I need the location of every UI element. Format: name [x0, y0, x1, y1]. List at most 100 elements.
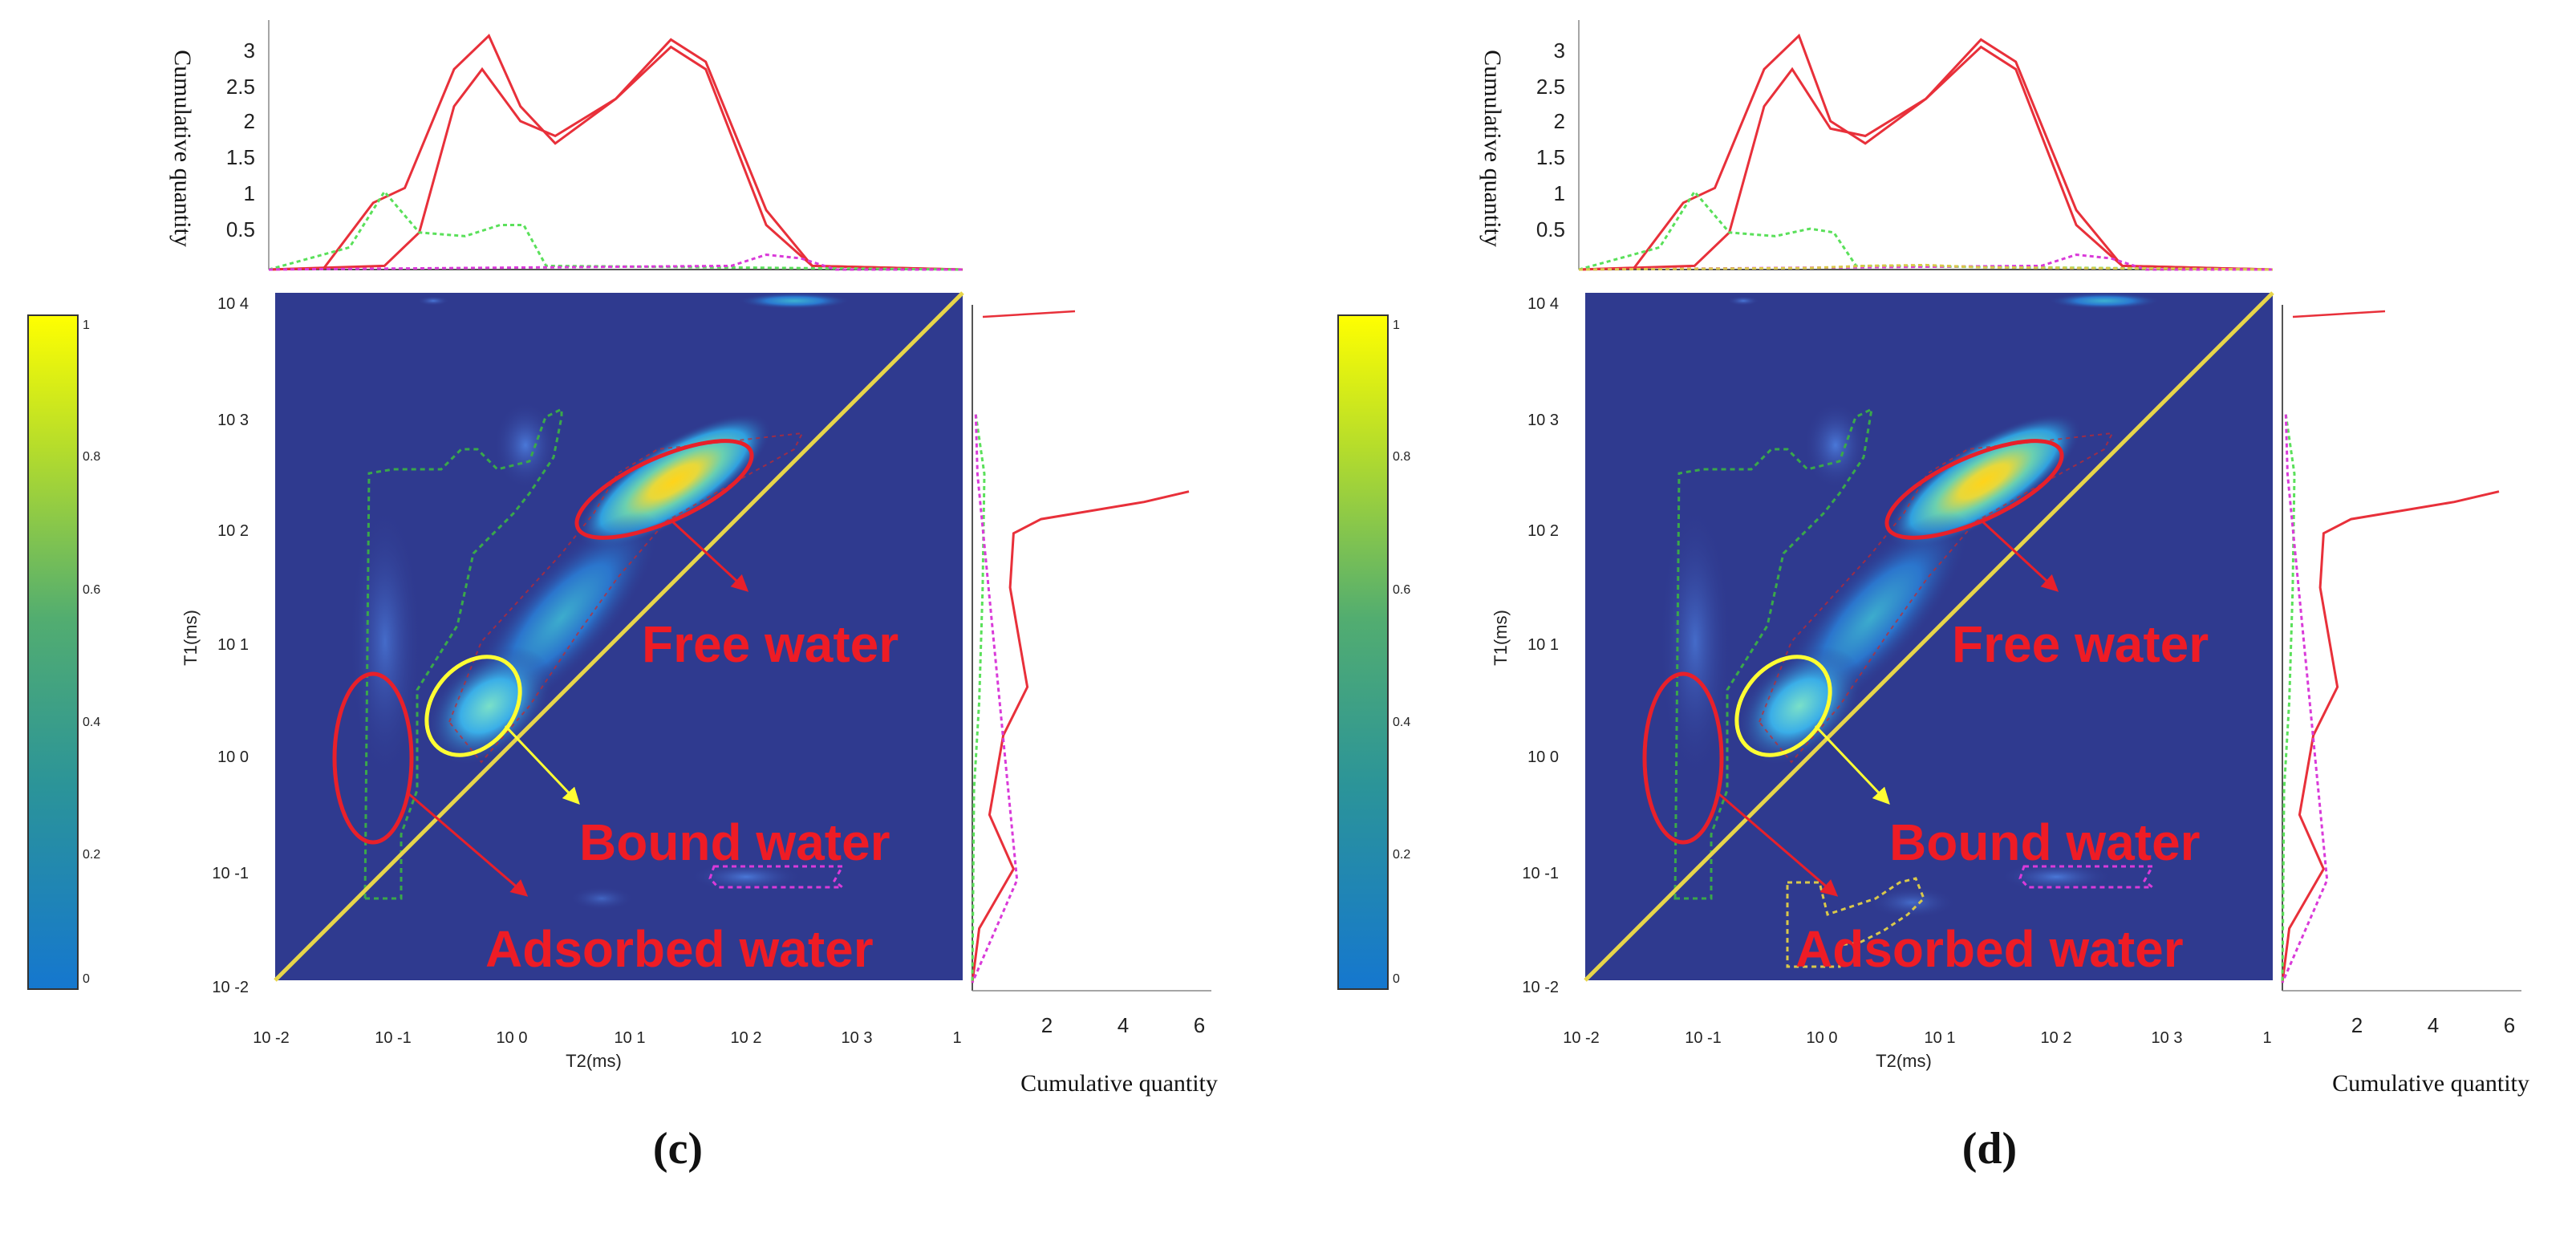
- top-y-tick: 3: [244, 39, 255, 63]
- x-axis-c: 10 -2 10 -1 10 0 10 1 10 2 10 3 1: [253, 1029, 961, 1047]
- top-y-tick: 1: [244, 181, 255, 205]
- top-y-tick: 2.5: [1536, 75, 1565, 99]
- y-tick: 10 -2: [212, 979, 249, 996]
- heatmap-c: Free water Bound water Adsorbed water: [274, 291, 964, 982]
- right-x-tick: 4: [2428, 1013, 2439, 1037]
- x-tick: 10 1: [1925, 1029, 1956, 1047]
- x-tick: 10 2: [2041, 1029, 2072, 1047]
- x-tick: 10 1: [615, 1029, 646, 1047]
- right-projection-series-green: [971, 414, 986, 984]
- top-projection-series-red: [268, 34, 963, 271]
- top-axis-label: Cumulative quantity: [169, 50, 196, 247]
- right-projection-series-green: [2281, 414, 2296, 984]
- colorbar-tick: 0.4: [83, 716, 100, 729]
- free-water-ellipse: [574, 439, 754, 540]
- bound-water-ellipse: [1734, 655, 1832, 757]
- y-axis-d: 10 4 10 3 10 2 10 1 10 0 10 -1 10 -2: [1522, 295, 1559, 996]
- x-tick: 1: [952, 1029, 961, 1047]
- top-y-tick: 1.5: [1536, 145, 1565, 169]
- y-tick: 10 1: [217, 636, 249, 654]
- y-tick: 10 -1: [212, 865, 249, 882]
- top-y-tick: 0.5: [1536, 217, 1565, 241]
- right-projection-series-magenta: [2281, 414, 2329, 984]
- magenta-dashed-region: [2018, 865, 2156, 889]
- bound-water-label: Bound water: [1889, 813, 2201, 871]
- y-tick: 10 -1: [1522, 865, 1559, 882]
- colorbar-tick: 0.8: [83, 450, 100, 464]
- heatmap-d: Free water Bound water Adsorbed water: [1584, 291, 2274, 982]
- top-y-tick: 1.5: [226, 145, 255, 169]
- right-x-tick: 2: [1041, 1013, 1053, 1037]
- right-x-tick: 2: [2351, 1013, 2363, 1037]
- top-y-tick: 2.5: [226, 75, 255, 99]
- bound-water-arrow: [1814, 724, 1890, 805]
- free-water-arrow: [671, 520, 749, 592]
- adsorbed-water-label: Adsorbed water: [1795, 920, 2184, 978]
- panel-caption-c: (c): [653, 1124, 703, 1174]
- y-tick: 10 3: [217, 412, 249, 429]
- adsorbed-water-ellipse: [1642, 671, 1724, 845]
- free-water-label: Free water: [642, 615, 899, 673]
- panel-d: 1 0.8 0.6 0.4 0.2 0 3 2.5 2 1.5 1 0.5 Cu…: [1337, 20, 2529, 1174]
- x-axis-label: T2(ms): [1876, 1051, 1932, 1071]
- bound-water-arrow: [504, 724, 580, 805]
- free-water-arrow: [1981, 520, 2059, 592]
- right-projection-c: 2 4 6 Cumulative quantity: [971, 305, 1218, 1097]
- y-tick: 10 2: [1527, 522, 1559, 540]
- colorbar-tick: 0.2: [83, 848, 100, 862]
- top-projection-c: 3 2.5 2 1.5 1 0.5 Cumulative quantity: [169, 20, 963, 271]
- x-tick: 10 0: [497, 1029, 528, 1047]
- y-tick: 10 0: [217, 748, 249, 766]
- colorbar-tick: 0: [83, 972, 90, 986]
- x-tick: 1: [2262, 1029, 2271, 1047]
- right-axis-label: Cumulative quantity: [2332, 1070, 2529, 1097]
- top-projection-series-magenta: [268, 253, 963, 271]
- colorbar-d: [1337, 314, 1389, 990]
- colorbar-tick: 1: [1393, 318, 1400, 332]
- top-projection-series-red: [1578, 45, 2274, 271]
- colorbar-tick: 0.6: [83, 583, 100, 597]
- magenta-dashed-region: [708, 865, 846, 889]
- x-tick: 10 2: [731, 1029, 762, 1047]
- free-water-ellipse: [1884, 439, 2064, 540]
- adsorbed-water-arrow: [408, 793, 529, 897]
- colorbar-tick: 0.2: [1393, 848, 1410, 862]
- free-water-label: Free water: [1952, 615, 2209, 673]
- top-projection-d: 3 2.5 2 1.5 1 0.5 Cumulative quantity: [1479, 20, 2274, 271]
- colorbar-c: [27, 314, 79, 990]
- panel-c: 1 0.8 0.6 0.4 0.2 0 3 2.5 2 1.5 1 0.5 Cu…: [27, 20, 1218, 1174]
- top-projection-series-yellow: [1578, 263, 2274, 271]
- top-y-tick: 1: [1554, 181, 1565, 205]
- y-axis-c: 10 4 10 3 10 2 10 1 10 0 10 -1 10 -2: [212, 295, 249, 996]
- top-axis-label: Cumulative quantity: [1479, 50, 1506, 247]
- right-projection-d: 2 4 6 Cumulative quantity: [2281, 305, 2529, 1097]
- right-projection-series-red: [971, 490, 1190, 984]
- colorbar-tick: 0.8: [1393, 450, 1410, 464]
- diagonal-line: [1584, 291, 2274, 982]
- green-dashed-region: [363, 407, 563, 900]
- y-tick: 10 4: [217, 295, 249, 313]
- right-x-tick: 6: [2504, 1013, 2515, 1037]
- x-tick: 10 3: [842, 1029, 873, 1047]
- bound-water-ellipse: [424, 655, 522, 757]
- y-tick: 10 3: [1527, 412, 1559, 429]
- y-axis-label: T1(ms): [1491, 610, 1511, 666]
- top-projection-series-red: [268, 45, 963, 271]
- colorbar-tick: 0.6: [1393, 583, 1410, 597]
- x-tick: 10 0: [1807, 1029, 1838, 1047]
- x-axis-label: T2(ms): [566, 1051, 622, 1071]
- colorbar-ticks-d: 1 0.8 0.6 0.4 0.2 0: [1393, 318, 1410, 986]
- green-dashed-region: [1673, 407, 1873, 900]
- y-tick: 10 0: [1527, 748, 1559, 766]
- y-tick: 10 4: [1527, 295, 1559, 313]
- top-projection-series-red: [1578, 33, 2274, 271]
- x-tick: 10 -2: [1563, 1029, 1600, 1047]
- x-tick: 10 -1: [1685, 1029, 1722, 1047]
- top-projection-series-green: [268, 189, 963, 271]
- right-projection-series-magenta: [971, 414, 1019, 984]
- diagonal-line: [274, 291, 964, 982]
- colorbar-tick: 1: [83, 318, 90, 332]
- panel-caption-d: (d): [1962, 1124, 2017, 1174]
- right-projection-series-red: [2281, 490, 2500, 984]
